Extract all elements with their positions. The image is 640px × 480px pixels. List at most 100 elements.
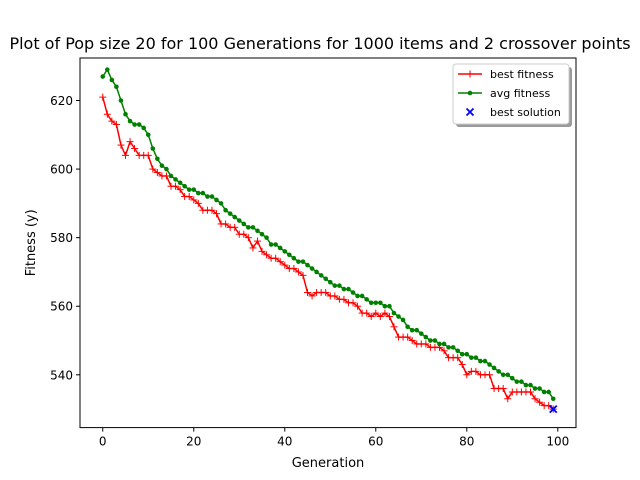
avg-fitness-point: [191, 187, 197, 192]
best-fitness-point: [222, 220, 230, 228]
best-fitness-point: [458, 361, 466, 369]
avg-fitness-point: [241, 221, 247, 227]
avg-fitness-point: [450, 345, 456, 350]
avg-fitness-point: [355, 293, 360, 299]
avg-fitness-point: [318, 273, 324, 278]
best-fitness-point: [349, 299, 357, 307]
avg-fitness-point: [487, 362, 492, 367]
legend-item-best-fitness: best fitness: [458, 68, 554, 81]
avg-fitness-point: [505, 372, 511, 378]
avg-fitness-point: [459, 351, 465, 357]
legend-label: best fitness: [490, 68, 554, 81]
avg-fitness-point: [118, 98, 124, 103]
series-layer: [99, 67, 558, 414]
avg-fitness-point: [500, 372, 506, 378]
avg-fitness-point: [309, 266, 315, 271]
avg-fitness-point: [205, 194, 210, 199]
avg-fitness-point: [532, 386, 538, 391]
best-fitness-point: [240, 230, 248, 238]
y-tick-label: 560: [50, 300, 73, 314]
avg-fitness-point: [368, 300, 374, 306]
best-fitness-point: [526, 388, 534, 396]
avg-fitness-point: [300, 259, 306, 264]
x-tick-label: 40: [277, 435, 292, 449]
best-fitness-point: [244, 234, 252, 242]
avg-fitness-point: [469, 355, 474, 360]
best-fitness-point: [290, 265, 298, 273]
best-fitness-point: [463, 371, 471, 379]
avg-fitness-point: [296, 259, 301, 264]
best-fitness-point: [499, 385, 507, 393]
avg-fitness-point: [282, 249, 288, 254]
legend-box: [452, 63, 570, 125]
avg-fitness-point: [136, 122, 142, 127]
avg-fitness-point: [127, 118, 133, 124]
avg-fitness-point: [509, 375, 515, 381]
best-fitness-point: [258, 247, 266, 255]
best-fitness-point: [153, 169, 161, 177]
avg-fitness-point: [537, 386, 542, 391]
avg-fitness-point: [528, 382, 533, 388]
avg-fitness-point: [236, 218, 242, 223]
avg-fitness-point: [287, 252, 292, 258]
x-tick-label: 60: [368, 435, 383, 449]
best-fitness-point: [486, 371, 494, 379]
avg-fitness-point: [337, 283, 342, 288]
avg-fitness-point: [455, 348, 460, 354]
legend-label: avg fitness: [490, 87, 550, 100]
y-axis-ticks: 540 560 580 600 620: [50, 94, 80, 382]
best-solution-series: [549, 404, 558, 414]
best-fitness-point: [472, 367, 480, 375]
best-fitness-point: [354, 302, 362, 310]
avg-fitness-point: [428, 338, 433, 343]
best-fitness-point: [108, 117, 116, 125]
best-fitness-point: [422, 340, 430, 348]
avg-fitness-point: [209, 194, 215, 199]
legend-label: best solution: [490, 106, 561, 119]
avg-fitness-point: [473, 355, 479, 360]
avg-fitness-point: [519, 379, 524, 384]
best-fitness-point: [531, 395, 539, 403]
avg-fitness-point: [350, 290, 356, 295]
avg-fitness-point: [478, 358, 483, 364]
avg-fitness-point: [550, 396, 556, 402]
avg-fitness-point: [114, 84, 119, 90]
legend-marker: [465, 107, 475, 117]
y-tick-label: 600: [50, 163, 73, 177]
avg-fitness-point: [314, 269, 319, 275]
best-fitness-point: [381, 309, 389, 317]
avg-fitness-point: [541, 389, 547, 395]
avg-fitness-point: [132, 122, 137, 127]
best-fitness-point: [263, 251, 271, 259]
best-fitness-point: [367, 313, 375, 321]
avg-fitness-point: [218, 201, 224, 206]
avg-fitness-point: [155, 156, 160, 162]
x-axis-label: Generation: [292, 456, 365, 471]
avg-fitness-point: [246, 225, 251, 230]
y-tick-label: 620: [50, 94, 73, 108]
best-fitness-point: [117, 141, 125, 149]
avg-fitness-point: [496, 369, 501, 374]
x-axis-ticks: 0 20 40 60 80 100: [99, 427, 569, 449]
avg-fitness-point: [123, 111, 128, 117]
avg-fitness-point: [232, 214, 238, 220]
best-fitness-point: [504, 395, 512, 403]
avg-fitness-point: [196, 190, 201, 196]
best-fitness-point: [144, 151, 152, 159]
legend-item-best-solution: best solution: [465, 106, 561, 119]
avg-fitness-point: [387, 303, 392, 309]
best-fitness-point: [404, 333, 412, 341]
avg-fitness-point: [150, 146, 156, 151]
avg-fitness-point: [391, 310, 397, 316]
best-fitness-point: [331, 292, 339, 300]
avg-fitness-point: [464, 351, 470, 357]
avg-fitness-point: [514, 379, 520, 384]
avg-fitness-point: [327, 279, 333, 285]
best-fitness-point: [185, 193, 193, 201]
best-fitness-point: [208, 206, 216, 214]
legend: best fitness avg fitness best solution: [452, 63, 572, 127]
avg-fitness-point: [100, 74, 106, 79]
best-fitness-point: [294, 268, 302, 276]
avg-fitness-point: [409, 327, 415, 333]
